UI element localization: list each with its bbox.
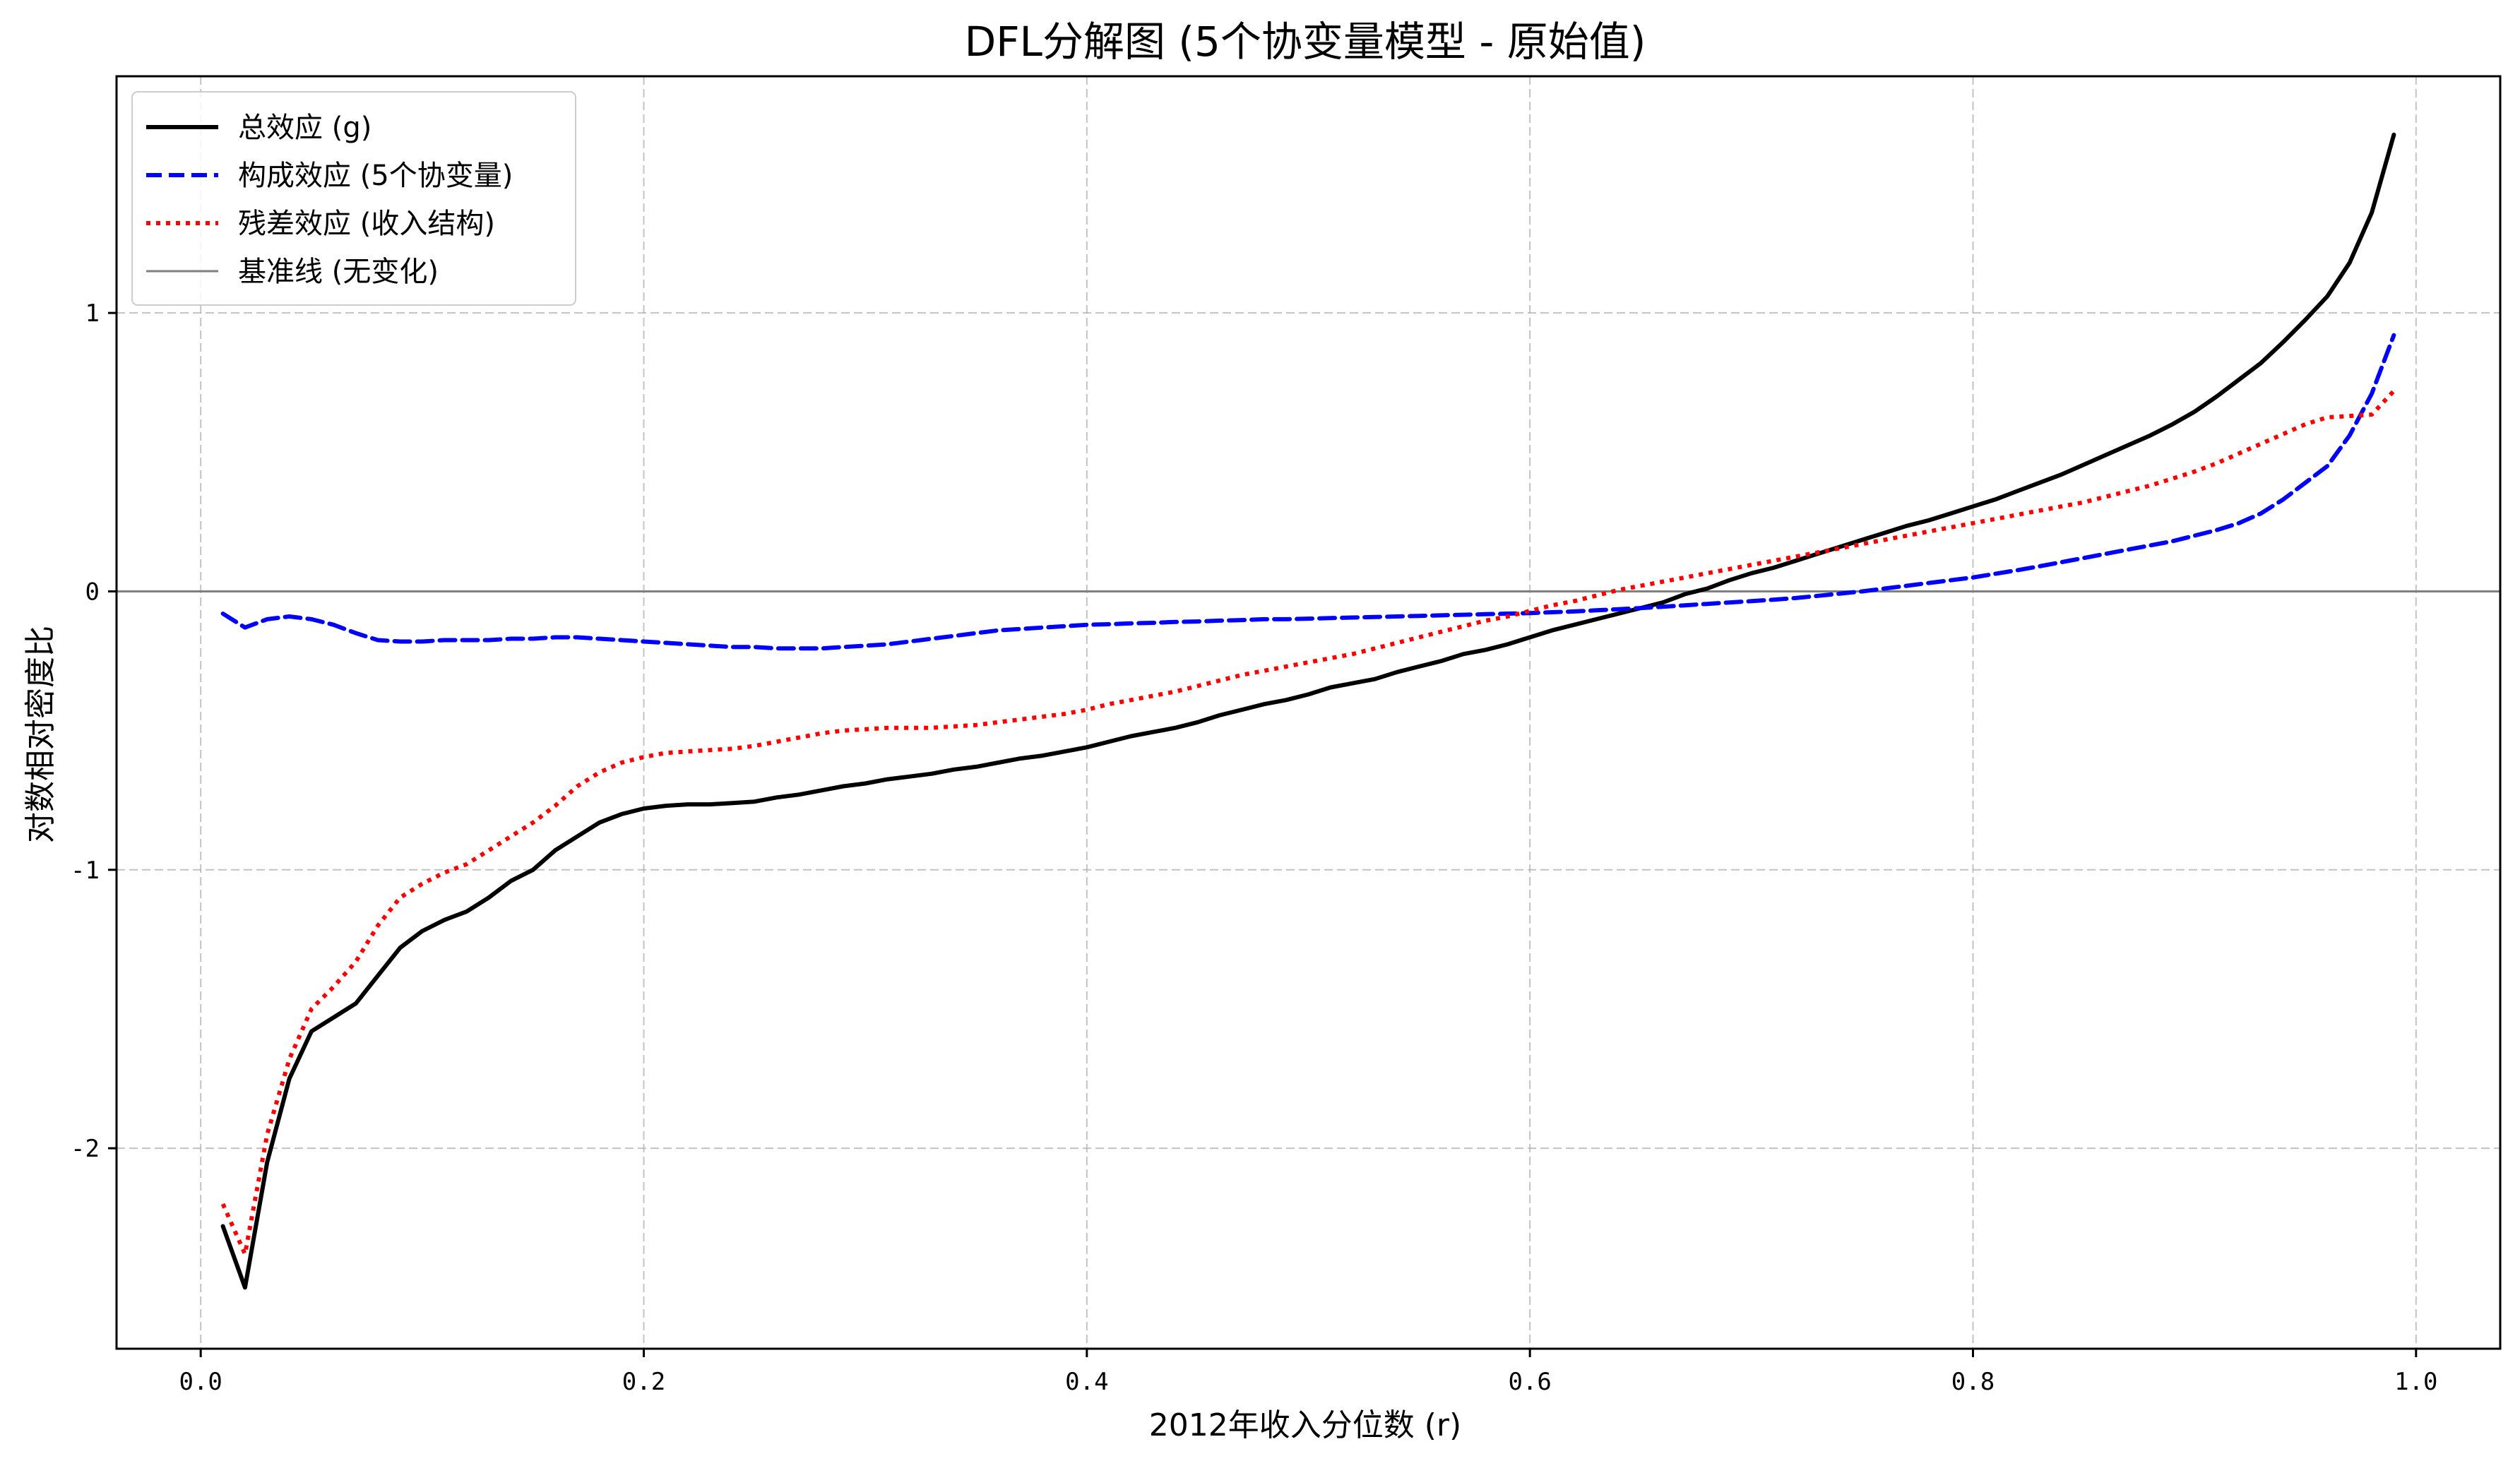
legend-label-0: 总效应 (g) bbox=[238, 112, 372, 144]
x-axis-label: 2012年收入分位数 (r) bbox=[1149, 1407, 1461, 1443]
series-line-2 bbox=[220, 389, 2396, 1256]
axis-ticks: 0.0 0.2 0.4 0.6 0.8 1.0 1 0 -1 -2 bbox=[71, 299, 2437, 1396]
y-tick-label-0: 1 bbox=[85, 299, 100, 328]
x-tick-label-3: 0.6 bbox=[1508, 1368, 1551, 1396]
series-line-1 bbox=[220, 333, 2396, 651]
y-tick-label-2: -1 bbox=[71, 857, 100, 885]
x-tick-label-5: 1.0 bbox=[2394, 1368, 2437, 1396]
plot-border bbox=[115, 75, 2502, 1350]
y-tick-label-1: 0 bbox=[85, 578, 100, 606]
x-tick-label-1: 0.2 bbox=[622, 1368, 665, 1396]
legend-label-2: 残差效应 (收入结构) bbox=[238, 208, 495, 240]
chart-title: DFL分解图 (5个协变量模型 - 原始值) bbox=[965, 18, 1646, 66]
legend-label-1: 构成效应 (5个协变量) bbox=[238, 160, 513, 192]
x-tick-label-2: 0.4 bbox=[1065, 1368, 1108, 1396]
y-tick-label-3: -2 bbox=[71, 1135, 100, 1163]
x-tick-label-0: 0.0 bbox=[179, 1368, 222, 1396]
legend-box bbox=[131, 91, 576, 306]
x-tick-label-4: 0.8 bbox=[1951, 1368, 1995, 1396]
series-line-0 bbox=[220, 132, 2396, 1290]
legend: 总效应 (g) 构成效应 (5个协变量) 残差效应 (收入结构) 基准线 (无变化) bbox=[131, 91, 576, 306]
series-layer bbox=[220, 132, 2396, 1290]
y-axis-label: 对数相对密度比 bbox=[23, 626, 59, 843]
legend-label-3: 基准线 (无变化) bbox=[238, 256, 439, 288]
